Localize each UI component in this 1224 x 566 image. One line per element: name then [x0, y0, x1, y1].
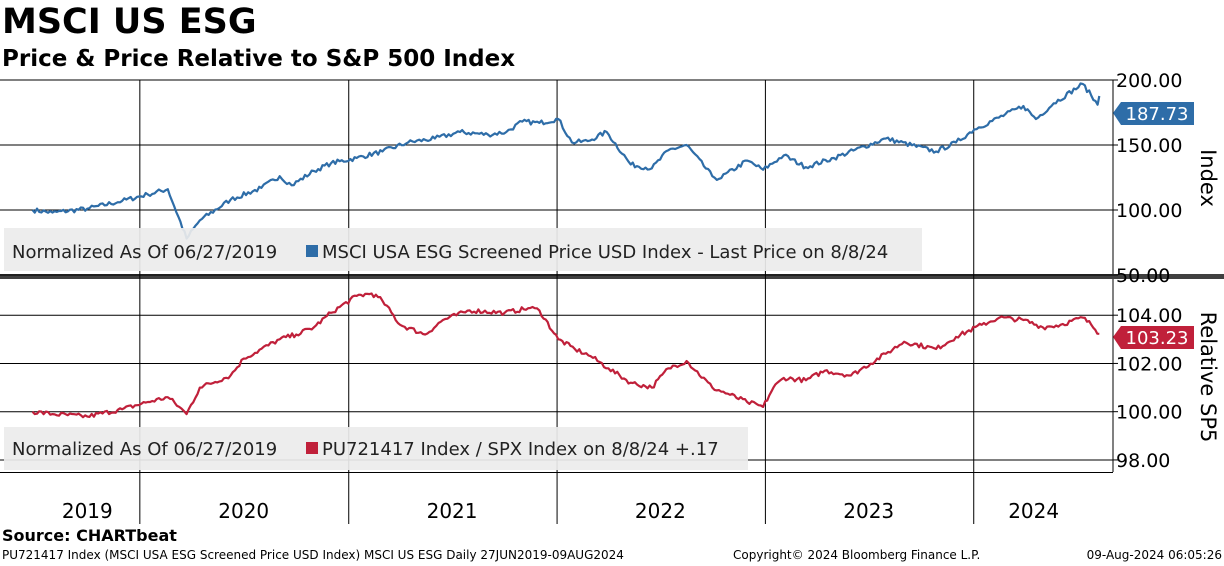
bottom-last-value-badge: 103.23 [1113, 326, 1194, 349]
top-gridlines [0, 79, 1113, 276]
top-legend-series-name: MSCI USA ESG Screened Price USD Index - … [322, 242, 888, 263]
bottom-axis-label: Relative SP5 [1196, 312, 1220, 443]
bottom-axis-ticks: 98.00 100.00 102.00 104.00 [1113, 305, 1182, 472]
top-legend-box [4, 228, 922, 271]
bottom-tick-label: 102.00 [1116, 353, 1182, 375]
chart-title: MSCI US ESG [2, 2, 257, 42]
year-label: 2024 [1008, 499, 1059, 523]
top-axis-label: Index [1196, 149, 1220, 207]
bottom-legend-box [4, 427, 748, 470]
bottom-legend: Normalized As Of 06/27/2019 PU721417 Ind… [4, 427, 748, 470]
top-legend-swatch [306, 245, 318, 257]
top-legend: Normalized As Of 06/27/2019 MSCI USA ESG… [4, 228, 922, 271]
year-label: 2023 [843, 499, 894, 523]
top-tick-label: 200.00 [1116, 70, 1182, 92]
year-label: 2020 [218, 499, 269, 523]
chart-subtitle: Price & Price Relative to S&P 500 Index [2, 46, 516, 72]
year-label: 2022 [635, 499, 686, 523]
bottom-legend-swatch [306, 442, 318, 454]
bottom-tick-label: 104.00 [1116, 305, 1182, 327]
top-legend-prefix: Normalized As Of 06/27/2019 [12, 242, 277, 263]
top-series-line [31, 82, 1101, 240]
bottom-series-line [31, 292, 1100, 419]
x-axis-year-labels: 2019 2020 2021 2022 2023 2024 [62, 499, 1059, 523]
year-label: 2019 [62, 499, 113, 523]
bottom-legend-series-name: PU721417 Index / SPX Index on 8/8/24 +.1… [322, 439, 719, 460]
top-last-value-label: 187.73 [1126, 104, 1189, 125]
year-label: 2021 [427, 499, 478, 523]
bottom-last-value-label: 103.23 [1126, 328, 1189, 349]
footer-description: PU721417 Index (MSCI USA ESG Screened Pr… [2, 548, 624, 562]
footer-timestamp: 09-Aug-2024 06:05:26 [1086, 548, 1222, 562]
top-tick-label: 150.00 [1116, 135, 1182, 157]
bottom-legend-prefix: Normalized As Of 06/27/2019 [12, 439, 277, 460]
top-axis-ticks: 50.00 100.00 150.00 200.00 [1113, 70, 1182, 287]
footer-copyright: Copyright© 2024 Bloomberg Finance L.P. [733, 548, 981, 562]
source-note: Source: CHARTbeat [2, 526, 177, 545]
top-last-value-badge: 187.73 [1113, 102, 1194, 125]
top-tick-label: 100.00 [1116, 200, 1182, 222]
bottom-tick-label: 100.00 [1116, 402, 1182, 424]
bottom-tick-label: 98.00 [1116, 450, 1170, 472]
top-tick-label: 50.00 [1116, 265, 1170, 287]
